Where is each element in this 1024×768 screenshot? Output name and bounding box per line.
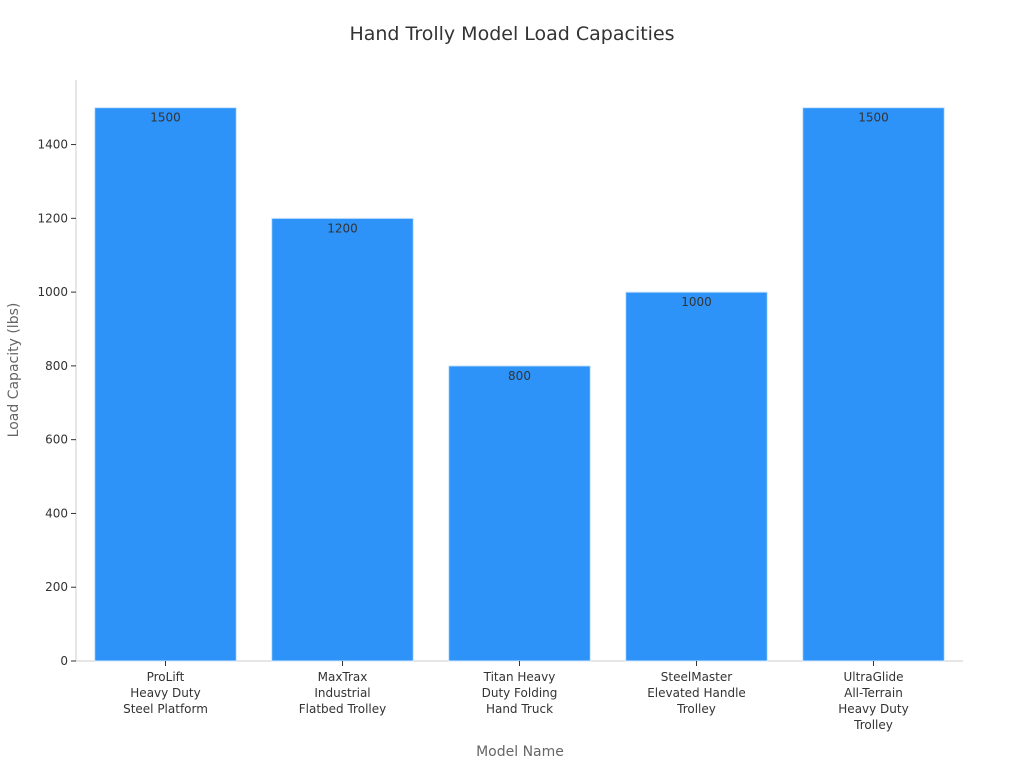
y-axis-label: Load Capacity (lbs)	[6, 303, 22, 438]
x-tick-label: MaxTrax Industrial Flatbed Trolley	[299, 670, 386, 716]
bar	[271, 217, 414, 662]
bar	[802, 107, 945, 662]
data-label: 1200	[327, 221, 358, 235]
data-label: 1500	[858, 111, 889, 125]
x-tick-label: UltraGlide All-Terrain Heavy Duty Trolley	[838, 670, 908, 732]
y-tick-label: 1000	[37, 285, 68, 299]
y-tick-label: 600	[45, 433, 68, 447]
bar	[94, 107, 237, 662]
y-tick-label: 200	[45, 580, 68, 594]
y-tick-label: 0	[60, 654, 68, 668]
y-tick-label: 1400	[37, 138, 68, 152]
x-tick-label: SteelMaster Elevated Handle Trolley	[647, 670, 746, 716]
bar	[625, 291, 768, 662]
chart-title: Hand Trolly Model Load Capacities	[349, 23, 674, 45]
x-tick-label: Titan Heavy Duty Folding Hand Truck	[482, 670, 558, 716]
x-axis-label: Model Name	[476, 744, 564, 760]
y-tick-label: 1200	[37, 211, 68, 225]
y-tick-label: 400	[45, 506, 68, 520]
data-label: 1500	[150, 111, 181, 125]
data-label: 1000	[681, 295, 712, 309]
x-tick-label: ProLift Heavy Duty Steel Platform	[123, 670, 208, 716]
data-label: 800	[508, 369, 531, 383]
bar	[448, 365, 591, 662]
y-tick-label: 800	[45, 359, 68, 373]
